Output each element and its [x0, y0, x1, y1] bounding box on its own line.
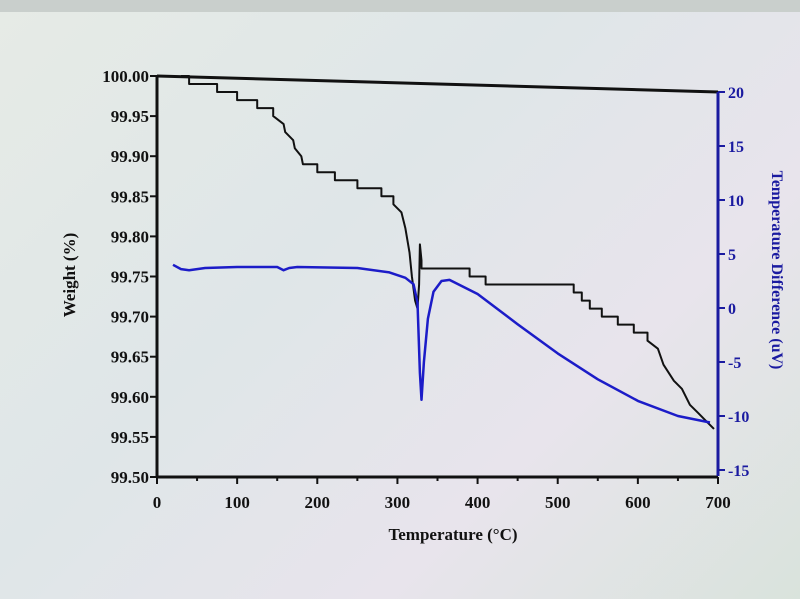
- y-tick-label: 99.65: [111, 348, 149, 367]
- x-tick-label: 400: [465, 493, 491, 512]
- y2-tick-label: 15: [728, 139, 744, 156]
- y-tick-label: 99.60: [111, 388, 149, 407]
- screen-top-bar: [0, 0, 800, 12]
- y-tick-label: 99.95: [111, 107, 149, 126]
- y-tick-label: 99.90: [111, 147, 149, 166]
- x-tick-label: 600: [625, 493, 651, 512]
- y2-tick-label: 20: [728, 85, 744, 102]
- dta-curve: [172, 263, 711, 424]
- x-tick-label: 700: [705, 493, 731, 512]
- y2-tick-label: 5: [728, 247, 736, 264]
- y-tick-label: 99.75: [111, 268, 149, 287]
- x-tick-label: 0: [153, 493, 162, 512]
- y2-axis-label: Temperature Difference (uV): [768, 171, 785, 370]
- x-tick-label: 200: [305, 493, 331, 512]
- x-tick-label: 300: [385, 493, 411, 512]
- y-tick-label: 99.85: [111, 187, 149, 206]
- x-axis-label: Temperature (°C): [388, 525, 517, 544]
- y-axis-label: Weight (%): [60, 233, 79, 318]
- weight-curve: [181, 75, 715, 430]
- y2-tick-label: 10: [728, 193, 744, 210]
- top-frame: [156, 74, 719, 94]
- y-tick-label: 99.50: [111, 468, 149, 487]
- y-tick-label: 99.55: [111, 428, 149, 447]
- y-tick-label: 99.80: [111, 227, 149, 246]
- y2-tick-label: -15: [728, 463, 749, 480]
- y-tick-label: 100.00: [102, 67, 149, 86]
- y2-tick-label: 0: [728, 301, 736, 318]
- y-tick-label: 99.70: [111, 308, 149, 327]
- x-tick-label: 100: [224, 493, 250, 512]
- x-tick-label: 500: [545, 493, 571, 512]
- y2-tick-label: -10: [728, 409, 749, 426]
- y2-tick-label: -5: [728, 355, 741, 372]
